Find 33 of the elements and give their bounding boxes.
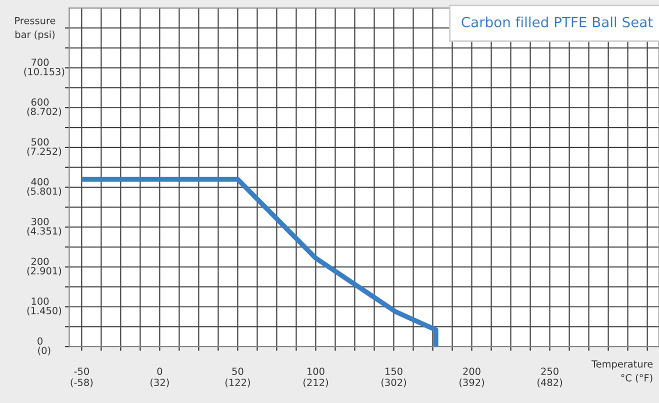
x-tick-label: -50: [74, 368, 89, 375]
x-tick-label: 0: [157, 368, 162, 375]
x2-tick-label: (212): [303, 378, 328, 388]
x-tick-label: 250: [541, 368, 558, 375]
chart-title: Carbon filled PTFE Ball Seat: [462, 16, 653, 28]
y2-tick-label: (7.252): [27, 147, 62, 156]
x-tick-label: 50: [232, 368, 244, 375]
x2-tick-label: (32): [150, 378, 169, 388]
y-axis-title: Pressure bar (psi): [15, 17, 56, 40]
x-axis-title: Temperature °C (°F): [591, 360, 653, 383]
y-tick-label: 600: [31, 98, 49, 106]
x2-tick-label: (122): [225, 378, 250, 388]
y-tick-label: 500: [32, 138, 49, 146]
y-tick-label: 200: [31, 258, 49, 266]
y-tick-label: 700: [32, 58, 49, 66]
y-tick-label: 300: [31, 218, 49, 226]
y2-tick-label: (8.702): [27, 108, 62, 116]
y2-tick-label: (2.901): [27, 266, 62, 276]
y2-tick-label: (5.801): [27, 187, 62, 196]
x-tick-label: 150: [386, 368, 402, 375]
y-tick-label: 400: [31, 178, 49, 186]
x2-tick-label: (-58): [70, 378, 93, 388]
x-tick-label: 200: [463, 368, 480, 375]
y2-tick-label: (4.351): [27, 227, 62, 236]
y2-tick-label: (0): [38, 346, 50, 356]
y2-tick-label: (1.450): [27, 306, 62, 316]
y-tick-label: 100: [32, 298, 49, 305]
y-tick-label: 0: [38, 337, 42, 345]
x2-tick-label: (482): [538, 378, 562, 388]
x2-tick-label: (392): [460, 378, 484, 388]
x2-tick-label: (302): [382, 378, 406, 388]
y2-tick-label: (10.153): [24, 68, 64, 76]
x-tick-label: 100: [308, 368, 324, 375]
